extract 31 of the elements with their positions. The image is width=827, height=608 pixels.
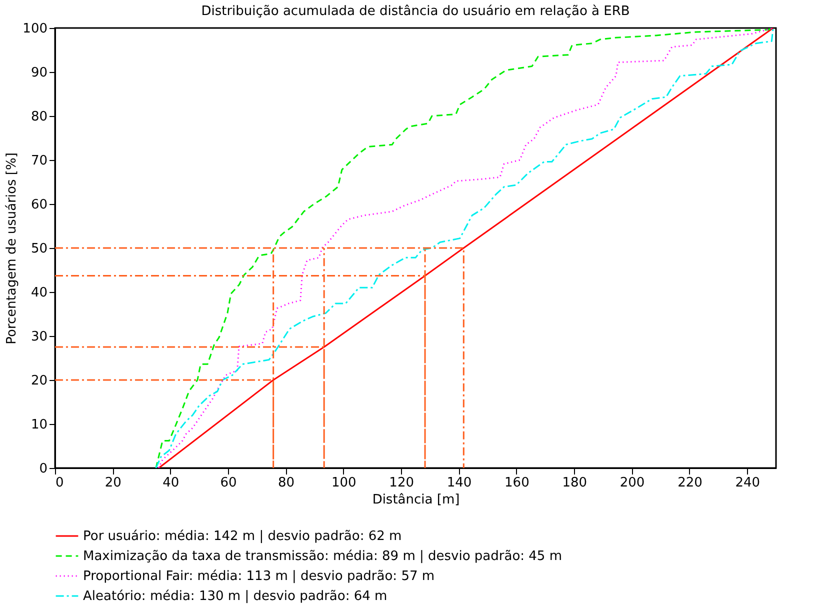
y-tick-label: 100 [22, 22, 48, 36]
y-axis-title: Porcentagem de usuários [%] [4, 152, 20, 344]
y-tick-label: 40 [30, 286, 48, 300]
legend-label: Proportional Fair: média: 113 m | desvio padrão: 57 m [83, 569, 435, 584]
x-tick-label: 140 [446, 476, 472, 490]
x-tick-label: 180 [562, 476, 588, 490]
x-tick-label: 40 [162, 476, 180, 490]
x-tick-label: 220 [678, 476, 702, 490]
x-tick-label: 0 [56, 476, 64, 490]
x-tick-label: 240 [735, 476, 760, 490]
x-tick-label: 20 [104, 476, 122, 490]
legend-label: Aleatório: média: 130 m | desvio padrão: 64 m [83, 589, 388, 604]
legend-label: Maximização da taxa de transmissão: média: 89 m | desvio padrão: 45 m [83, 549, 562, 564]
x-tick-label: 60 [220, 476, 237, 490]
x-axis-title: Distância [m] [372, 492, 460, 508]
x-tick-label: 200 [620, 476, 645, 490]
y-tick-label: 90 [30, 66, 48, 80]
x-tick-label: 160 [504, 476, 530, 490]
y-tick-label: 30 [30, 330, 48, 344]
y-tick-label: 80 [30, 110, 48, 124]
y-tick-label: 20 [30, 374, 48, 388]
x-tick-label: 120 [389, 476, 414, 490]
y-tick-label: 50 [30, 242, 48, 256]
y-tick-label: 70 [30, 154, 48, 168]
y-tick-label: 0 [39, 462, 48, 476]
y-tick-label: 60 [30, 198, 48, 212]
legend-label: Por usuário: média: 142 m | desvio padrão: 62 m [83, 529, 402, 544]
x-tick-label: 100 [331, 476, 356, 490]
y-tick-label: 10 [30, 418, 48, 432]
chart-title: Distribuição acumulada de distância do usuário em relação à ERB [201, 4, 630, 19]
x-tick-label: 80 [278, 476, 294, 490]
